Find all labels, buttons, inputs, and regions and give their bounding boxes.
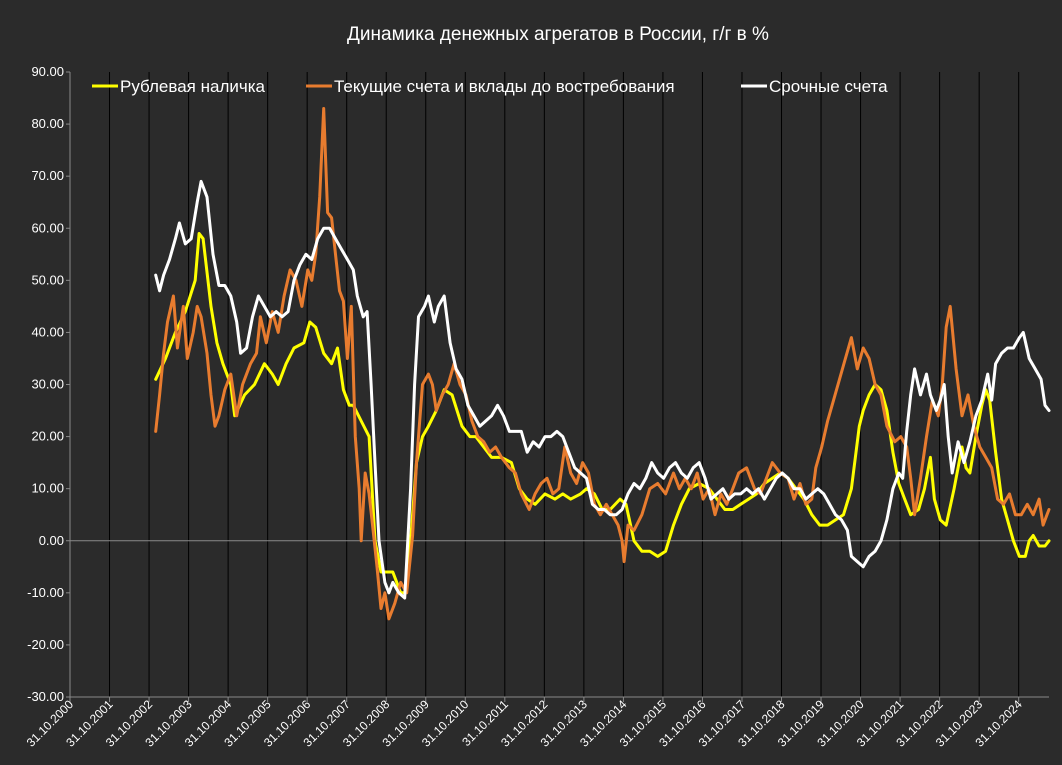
y-tick-label: 80.00 — [31, 116, 64, 131]
legend-label-2: Срочные счета — [769, 77, 888, 96]
series-lines — [154, 107, 1051, 621]
y-tick-label: -20.00 — [27, 637, 64, 652]
y-tick-label: 50.00 — [31, 272, 64, 287]
legend: Рублевая наличка Текущие счета и вклады д… — [92, 77, 888, 96]
y-tick-label: 40.00 — [31, 324, 64, 339]
series-line-1 — [154, 107, 1051, 621]
chart-title: Динамика денежных агрегатов в России, г/… — [347, 24, 769, 45]
y-tick-label: 30.00 — [31, 377, 64, 392]
y-tick-label: 70.00 — [31, 168, 64, 183]
series-line-2 — [154, 179, 1051, 600]
legend-label-1: Текущие счета и вклады до востребования — [334, 77, 675, 96]
y-tick-label: 60.00 — [31, 220, 64, 235]
series-line-0 — [154, 232, 1051, 595]
y-axis-ticks: 90.00 80.00 70.00 60.00 50.00 40.00 30.00 20.00… — [27, 64, 64, 704]
y-tick-label: 10.00 — [31, 481, 64, 496]
y-tick-label: -10.00 — [27, 585, 64, 600]
x-axis-ticks: 31.10.200031.10.200131.10.200231.10.2003… — [24, 697, 1025, 750]
legend-label-0: Рублевая наличка — [120, 77, 266, 96]
y-tick-label: 90.00 — [31, 64, 64, 79]
y-tick-label: -30.00 — [27, 689, 64, 704]
axes — [66, 71, 1049, 702]
y-tick-label: 20.00 — [31, 429, 64, 444]
y-tick-label: 0.00 — [39, 533, 64, 548]
grid-lines — [69, 72, 1020, 697]
